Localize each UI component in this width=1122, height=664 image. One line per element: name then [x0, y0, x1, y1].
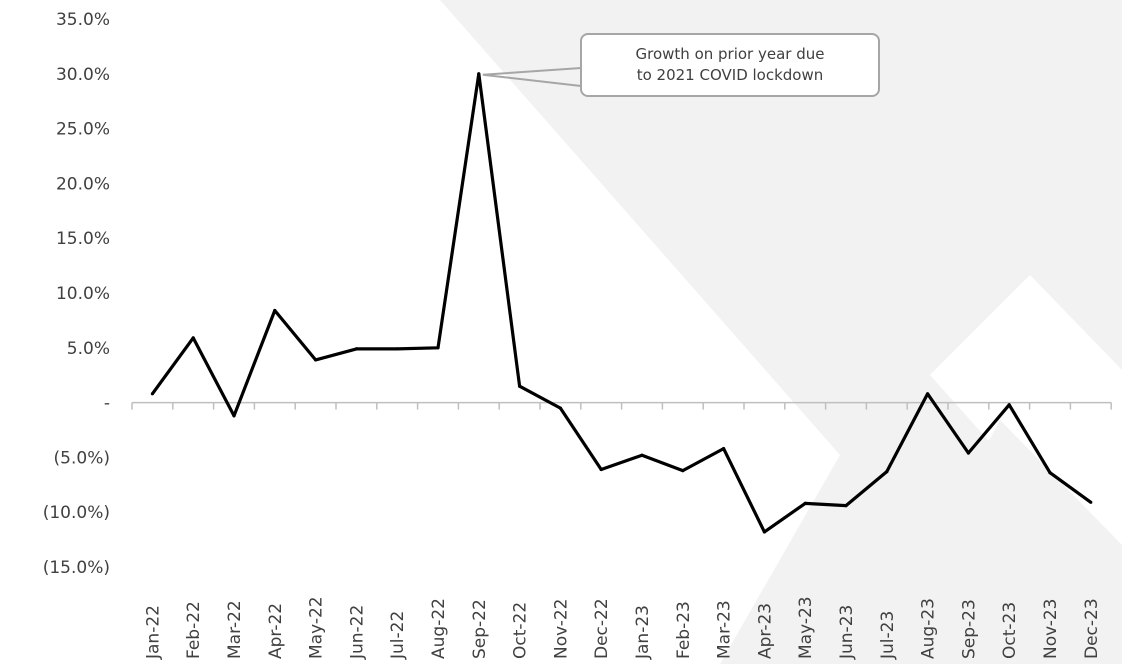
data-point [762, 530, 767, 534]
data-point [395, 347, 399, 351]
x-tick-label: Sep-22 [470, 599, 490, 659]
x-tick-label: Aug-22 [429, 598, 449, 659]
x-tick-label: Mar-23 [715, 600, 735, 659]
data-point [640, 453, 644, 457]
x-tick-label: Nov-23 [1041, 599, 1061, 660]
y-tick-label: 15.0% [56, 229, 110, 249]
data-point [314, 358, 318, 362]
y-tick-label: - [104, 394, 110, 414]
series-line [151, 72, 1092, 534]
data-point [885, 470, 889, 474]
data-point [722, 447, 726, 451]
annotation-line-2: to 2021 COVID lockdown [636, 66, 824, 84]
x-tick-label: Dec-23 [1082, 598, 1102, 659]
annotation-line-1: Growth on prior year due [635, 45, 825, 63]
x-tick-label: Jan-23 [633, 605, 653, 660]
x-tick-label: Oct-23 [1000, 602, 1020, 659]
x-tick-label: Jun-22 [347, 605, 367, 660]
data-point [599, 467, 603, 472]
data-point [844, 504, 848, 508]
y-tick-label: 20.0% [56, 174, 110, 194]
x-tick-label: May-23 [796, 596, 816, 659]
data-point [681, 469, 685, 473]
data-point [191, 336, 195, 340]
data-point [436, 346, 440, 350]
series-group [150, 72, 1093, 534]
x-axis: Jan-22 Feb-22 Mar-22 Apr-22 May-22 Jun-22 Jul-… [131, 401, 1112, 660]
y-tick-label: 35.0% [56, 10, 110, 30]
data-point [803, 501, 807, 505]
callout-pointer [482, 67, 582, 87]
data-point [1007, 403, 1011, 407]
data-point [558, 406, 563, 410]
x-tick-label: Jan-22 [143, 605, 163, 660]
x-tick-label: May-22 [307, 596, 327, 659]
data-point [518, 384, 522, 388]
x-tick-label: Apr-23 [755, 603, 775, 659]
x-tick-label: Jun-23 [837, 605, 857, 660]
y-tick-label: (10.0%) [43, 503, 110, 523]
data-point [926, 392, 930, 396]
y-tick-label: (5.0%) [54, 448, 110, 468]
y-tick-label: (15.0%) [43, 558, 110, 578]
x-tick-label: Jul-23 [878, 611, 898, 660]
background-shape-large [365, 0, 1122, 664]
x-tick-label: Aug-23 [919, 598, 939, 659]
x-tick-label: Feb-22 [184, 601, 204, 659]
x-tick-label: Jul-22 [388, 611, 408, 660]
data-point [477, 72, 481, 76]
data-point [273, 308, 277, 313]
data-point [354, 347, 358, 351]
data-point [1089, 500, 1093, 504]
x-tick-label: Dec-22 [592, 598, 612, 659]
y-tick-label: 25.0% [56, 120, 110, 140]
y-tick-label: 30.0% [56, 65, 110, 85]
x-tick-label: Apr-22 [266, 603, 286, 659]
x-tick-label: Oct-22 [511, 602, 531, 659]
y-tick-label: 10.0% [56, 284, 110, 304]
x-tick-label: Feb-23 [674, 601, 694, 659]
data-point [150, 392, 154, 396]
x-tick-label: Nov-22 [551, 599, 571, 660]
data-point [1048, 471, 1052, 475]
y-axis: 35.0% 30.0% 25.0% 20.0% 15.0% 10.0% 5.0% - (5.0%… [43, 10, 110, 578]
annotation-callout: Growth on prior year due to 2021 COVID l… [580, 33, 880, 97]
x-tick-label: Sep-23 [959, 599, 979, 659]
data-point [966, 451, 971, 455]
data-point [232, 414, 236, 418]
x-tick-label: Mar-22 [225, 600, 245, 659]
y-tick-label: 5.0% [67, 339, 110, 359]
